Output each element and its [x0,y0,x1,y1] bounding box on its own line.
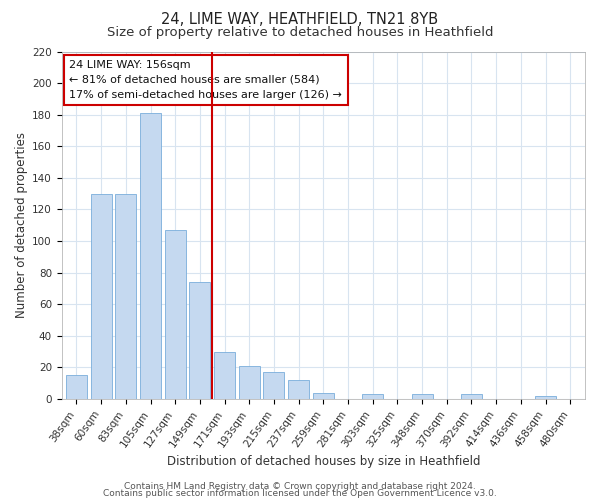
Text: Contains public sector information licensed under the Open Government Licence v3: Contains public sector information licen… [103,490,497,498]
Text: Contains HM Land Registry data © Crown copyright and database right 2024.: Contains HM Land Registry data © Crown c… [124,482,476,491]
Y-axis label: Number of detached properties: Number of detached properties [15,132,28,318]
Bar [461,394,482,399]
Bar [263,372,284,399]
Bar [313,392,334,399]
Bar [239,366,260,399]
Text: 24 LIME WAY: 156sqm
← 81% of detached houses are smaller (584)
17% of semi-detac: 24 LIME WAY: 156sqm ← 81% of detached ho… [70,60,343,100]
Bar [288,380,309,399]
Bar [140,113,161,399]
Bar [190,282,211,399]
Bar [214,352,235,399]
Bar [535,396,556,399]
Bar [412,394,433,399]
Bar [362,394,383,399]
Bar [66,376,87,399]
Text: 24, LIME WAY, HEATHFIELD, TN21 8YB: 24, LIME WAY, HEATHFIELD, TN21 8YB [161,12,439,28]
Bar [91,194,112,399]
Bar [165,230,185,399]
Text: Size of property relative to detached houses in Heathfield: Size of property relative to detached ho… [107,26,493,39]
Bar [115,194,136,399]
X-axis label: Distribution of detached houses by size in Heathfield: Distribution of detached houses by size … [167,454,480,468]
